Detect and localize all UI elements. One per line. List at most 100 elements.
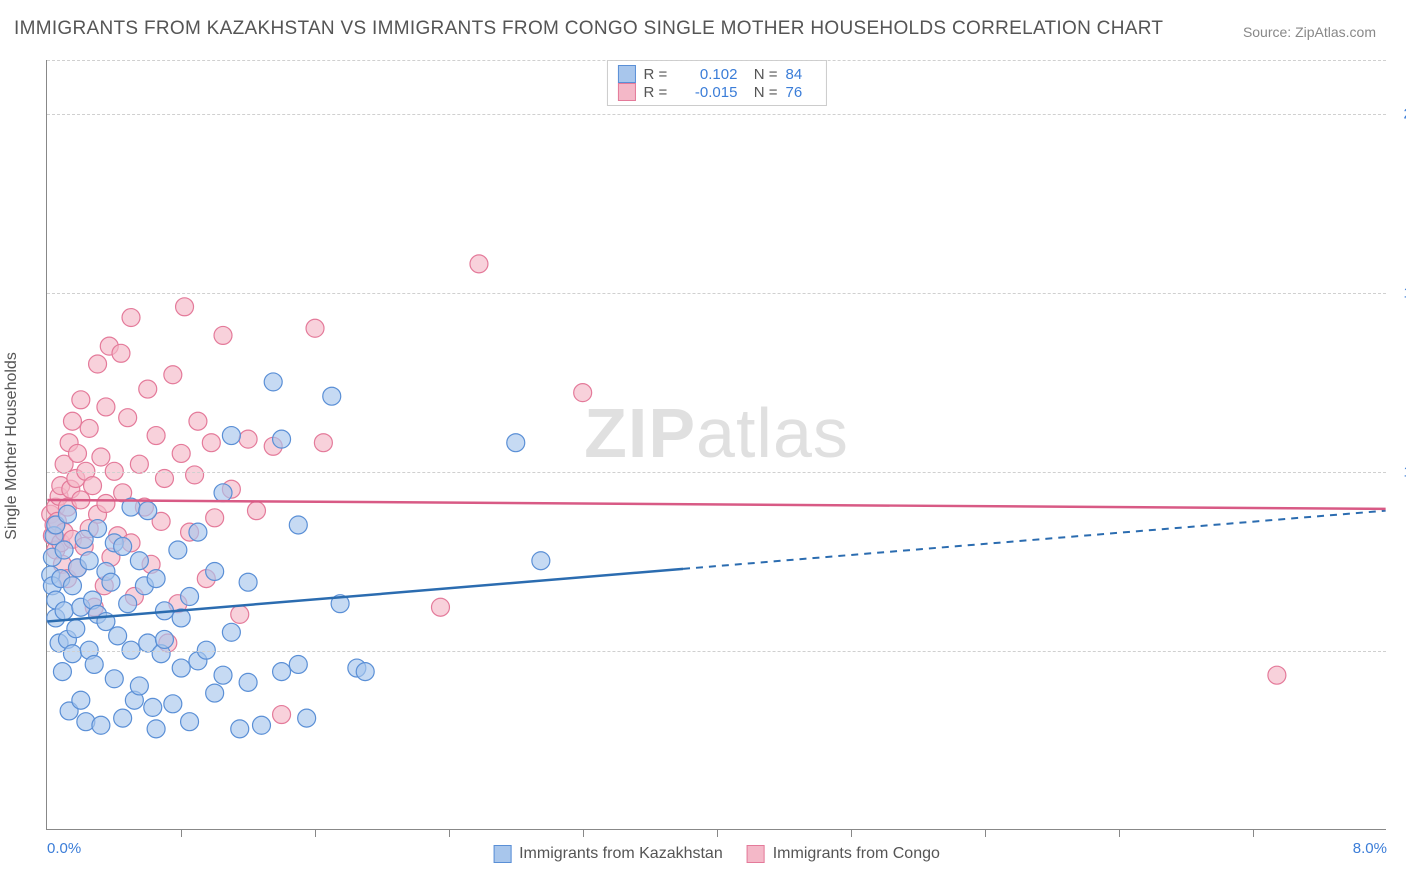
scatter-point bbox=[181, 588, 199, 606]
scatter-point bbox=[130, 552, 148, 570]
swatch-kazakhstan-icon bbox=[493, 845, 511, 863]
scatter-point bbox=[72, 691, 90, 709]
scatter-point bbox=[155, 630, 173, 648]
trend-line-dashed bbox=[683, 511, 1386, 569]
scatter-point bbox=[58, 505, 76, 523]
gridline-h bbox=[47, 60, 1386, 61]
x-tick bbox=[851, 829, 852, 837]
scatter-point bbox=[89, 355, 107, 373]
scatter-point bbox=[264, 373, 282, 391]
scatter-point bbox=[206, 684, 224, 702]
scatter-point bbox=[97, 495, 115, 513]
gridline-h bbox=[47, 472, 1386, 473]
scatter-point bbox=[122, 309, 140, 327]
scatter-point bbox=[63, 645, 81, 663]
scatter-point bbox=[239, 430, 257, 448]
x-tick bbox=[985, 829, 986, 837]
scatter-point bbox=[63, 577, 81, 595]
scatter-point bbox=[189, 412, 207, 430]
scatter-point bbox=[172, 659, 190, 677]
x-tick-label-left: 0.0% bbox=[47, 840, 81, 857]
scatter-point bbox=[181, 713, 199, 731]
scatter-point bbox=[289, 655, 307, 673]
y-tick-label: 20.0% bbox=[1396, 105, 1406, 122]
scatter-point bbox=[147, 427, 165, 445]
scatter-point bbox=[119, 595, 137, 613]
x-tick bbox=[315, 829, 316, 837]
x-tick bbox=[1119, 829, 1120, 837]
stats-row-kazakhstan: R = 0.102 N = 84 bbox=[617, 65, 815, 83]
scatter-point bbox=[84, 477, 102, 495]
scatter-point bbox=[356, 663, 374, 681]
x-tick bbox=[1253, 829, 1254, 837]
x-tick-label-right: 8.0% bbox=[1353, 840, 1387, 857]
scatter-point bbox=[55, 541, 73, 559]
scatter-point bbox=[105, 670, 123, 688]
scatter-point bbox=[55, 602, 73, 620]
scatter-svg bbox=[47, 60, 1386, 829]
r-value-congo: -0.015 bbox=[683, 84, 737, 101]
scatter-point bbox=[532, 552, 550, 570]
scatter-point bbox=[67, 620, 85, 638]
scatter-point bbox=[247, 502, 265, 520]
scatter-point bbox=[114, 709, 132, 727]
legend-label-congo: Immigrants from Congo bbox=[773, 845, 940, 863]
plot-area: ZIPatlas R = 0.102 N = 84 R = -0.015 N =… bbox=[46, 60, 1386, 830]
x-tick bbox=[449, 829, 450, 837]
scatter-point bbox=[147, 720, 165, 738]
x-tick bbox=[583, 829, 584, 837]
source-value: ZipAtlas.com bbox=[1295, 24, 1376, 40]
scatter-point bbox=[231, 720, 249, 738]
x-tick bbox=[717, 829, 718, 837]
scatter-point bbox=[507, 434, 525, 452]
swatch-congo-icon bbox=[747, 845, 765, 863]
scatter-point bbox=[109, 627, 127, 645]
scatter-point bbox=[298, 709, 316, 727]
scatter-point bbox=[1268, 666, 1286, 684]
scatter-point bbox=[139, 502, 157, 520]
legend-label-kazakhstan: Immigrants from Kazakhstan bbox=[519, 845, 723, 863]
scatter-point bbox=[214, 666, 232, 684]
scatter-point bbox=[214, 484, 232, 502]
scatter-point bbox=[206, 509, 224, 527]
x-tick bbox=[181, 829, 182, 837]
scatter-point bbox=[139, 380, 157, 398]
scatter-point bbox=[186, 466, 204, 484]
y-tick-label: 10.0% bbox=[1396, 463, 1406, 480]
scatter-point bbox=[130, 677, 148, 695]
swatch-kazakhstan-icon bbox=[617, 65, 635, 83]
y-tick-label: 15.0% bbox=[1396, 284, 1406, 301]
scatter-point bbox=[231, 605, 249, 623]
source-label: Source: bbox=[1243, 24, 1295, 40]
scatter-point bbox=[239, 573, 257, 591]
scatter-point bbox=[53, 663, 71, 681]
scatter-point bbox=[323, 387, 341, 405]
gridline-h bbox=[47, 293, 1386, 294]
scatter-point bbox=[189, 523, 207, 541]
scatter-point bbox=[85, 655, 103, 673]
swatch-congo-icon bbox=[617, 83, 635, 101]
y-tick-label: 5.0% bbox=[1396, 642, 1406, 659]
gridline-h bbox=[47, 651, 1386, 652]
scatter-point bbox=[119, 409, 137, 427]
scatter-point bbox=[222, 623, 240, 641]
scatter-point bbox=[172, 444, 190, 462]
scatter-point bbox=[202, 434, 220, 452]
scatter-point bbox=[72, 391, 90, 409]
gridline-h bbox=[47, 114, 1386, 115]
stats-row-congo: R = -0.015 N = 76 bbox=[617, 83, 815, 101]
scatter-point bbox=[92, 448, 110, 466]
scatter-point bbox=[164, 366, 182, 384]
scatter-point bbox=[574, 384, 592, 402]
scatter-point bbox=[97, 398, 115, 416]
scatter-point bbox=[89, 520, 107, 538]
n-label: N = bbox=[745, 84, 777, 101]
scatter-point bbox=[68, 444, 86, 462]
scatter-point bbox=[222, 427, 240, 445]
scatter-point bbox=[470, 255, 488, 273]
scatter-point bbox=[80, 552, 98, 570]
scatter-point bbox=[102, 573, 120, 591]
chart-title: IMMIGRANTS FROM KAZAKHSTAN VS IMMIGRANTS… bbox=[14, 18, 1163, 40]
n-value-congo: 76 bbox=[786, 84, 816, 101]
scatter-point bbox=[164, 695, 182, 713]
